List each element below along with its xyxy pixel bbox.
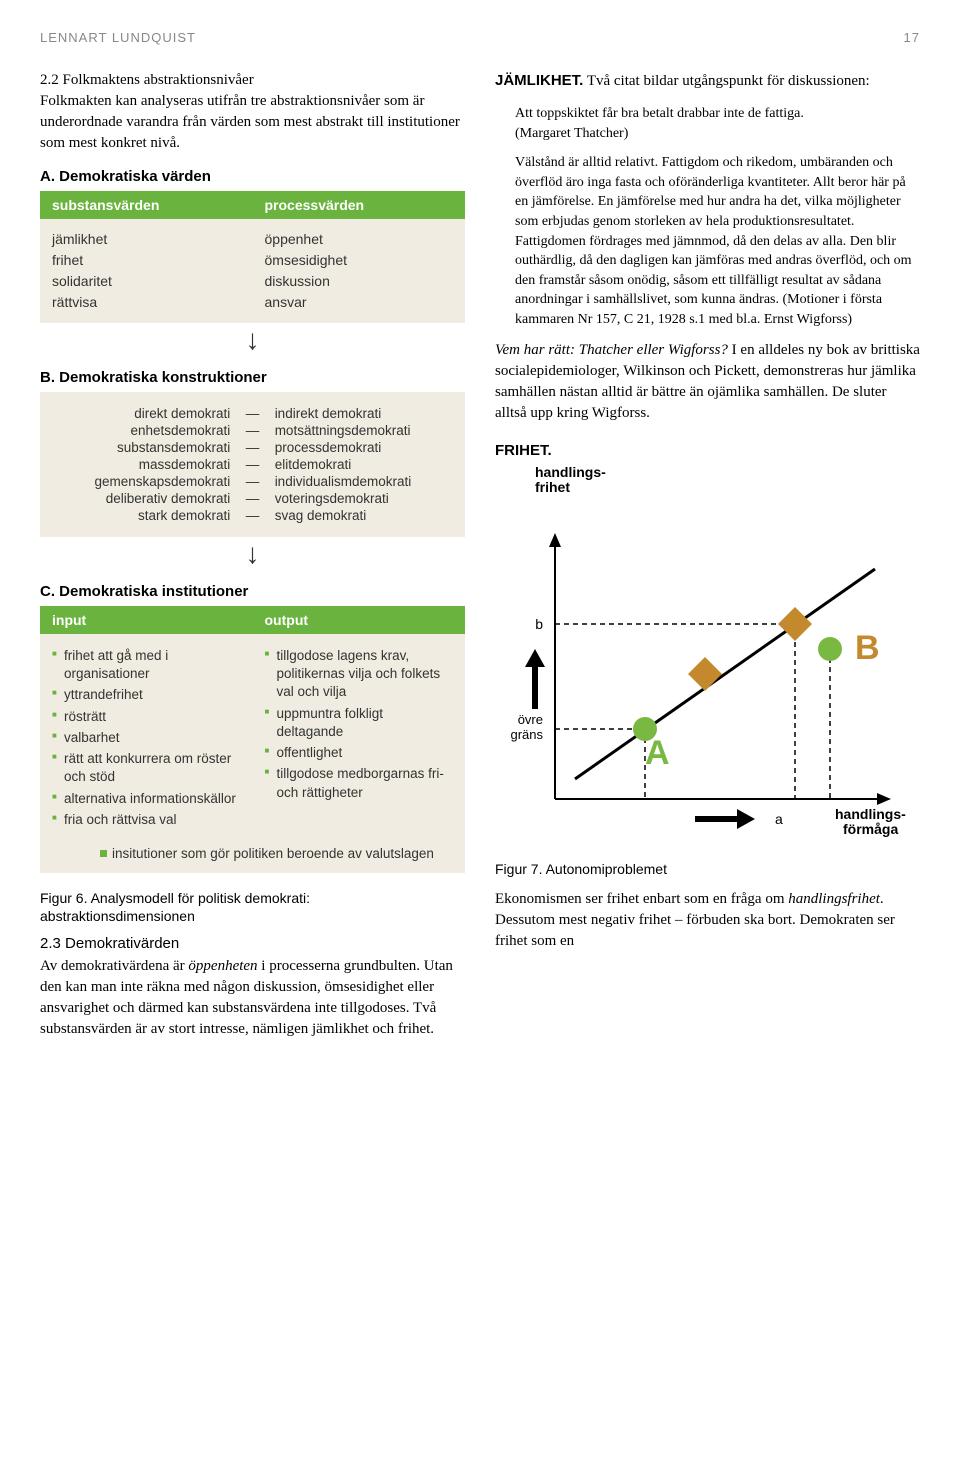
box-b-body: direkt demokrati—indirekt demokrati enhe… (40, 392, 465, 537)
list-item: tillgodose lagens krav, politikernas vil… (265, 647, 454, 702)
author-name: LENNART LUNDQUIST (40, 30, 196, 45)
box-c-title: C. Demokratiska institutioner (40, 583, 465, 600)
pair-row: direkt demokrati—indirekt demokrati (50, 406, 455, 421)
list-item: yttrandefrihet (52, 686, 241, 704)
box-a-col2: öppenhet ömsesidighet diskussion ansvar (253, 219, 466, 323)
section-2-3-text: Av demokrativärdena är öppenheten i proc… (40, 956, 465, 1040)
center-note-text: insitutioner som gör politiken beroende … (112, 846, 434, 861)
box-a-header-right: processvärden (253, 191, 466, 219)
box-a-item: ömsesidighet (265, 250, 454, 271)
svg-text:a: a (775, 811, 783, 827)
list-item: rätt att konkurrera om röster och stöd (52, 750, 241, 786)
chart-y-title: handlings-frihet (535, 465, 920, 496)
page-number: 17 (904, 30, 920, 45)
box-a-item: öppenhet (265, 229, 454, 250)
box-a-item: solidaritet (52, 271, 241, 292)
box-a-item: diskussion (265, 271, 454, 292)
box-c-header-left: input (40, 606, 253, 634)
list-item: alternativa informationskällor (52, 790, 241, 808)
box-c-body: frihet att gå med i organisationer yttra… (40, 634, 465, 842)
box-c-header-right: output (253, 606, 466, 634)
section-2-2-intro: 2.2 Folkmaktens abstraktionsnivåer Folkm… (40, 70, 465, 154)
box-c-output-col: tillgodose lagens krav, politikernas vil… (253, 634, 466, 842)
arrow-down-icon: ↓ (40, 541, 465, 569)
box-a-body: jämlikhet frihet solidaritet rättvisa öp… (40, 219, 465, 323)
chart-letter-b: B (855, 629, 880, 667)
list-item: uppmuntra folkligt deltagande (265, 705, 454, 741)
svg-text:förmåga: förmåga (843, 821, 898, 837)
figure-6-caption: Figur 6. Analysmodell för politisk demok… (40, 889, 465, 925)
vem-har-ratt: Vem har rätt: Thatcher eller Wigforss? I… (495, 340, 920, 424)
closing-paragraph: Ekonomismen ser frihet enbart som en frå… (495, 889, 920, 952)
box-a-item: jämlikhet (52, 229, 241, 250)
two-column-layout: 2.2 Folkmaktens abstraktionsnivåer Folkm… (40, 70, 920, 1052)
box-c-header-row: input output (40, 606, 465, 634)
vem-lead: Vem har rätt: Thatcher eller Wigforss? (495, 342, 728, 358)
pair-row: gemenskapsdemokrati—individualismdemokra… (50, 474, 455, 489)
list-item: frihet att gå med i organisationer (52, 647, 241, 683)
section-2-2-heading: 2.2 Folkmaktens abstraktionsnivåer (40, 72, 254, 88)
autonomy-chart: handlings-frihet (495, 465, 920, 845)
frihet-heading: FRIHET. (495, 442, 920, 459)
svg-text:gräns: gräns (510, 727, 543, 742)
box-c-input-col: frihet att gå med i organisationer yttra… (40, 634, 253, 842)
left-column: 2.2 Folkmaktens abstraktionsnivåer Folkm… (40, 70, 465, 1052)
list-item: tillgodose medborgarnas fri- och rättigh… (265, 765, 454, 801)
list-item: valbarhet (52, 729, 241, 747)
pair-row: substansdemokrati—processdemokrati (50, 440, 455, 455)
figure-7-caption: Figur 7. Autonomiproblemet (495, 860, 920, 878)
jamlikhet-intro: JÄMLIKHET. Två citat bildar utgångspunkt… (495, 70, 920, 92)
box-c-center-note: insitutioner som gör politiken beroende … (40, 842, 465, 873)
list-item: rösträtt (52, 708, 241, 726)
section-2-3-heading: 2.3 Demokrativärden (40, 935, 465, 952)
chart-letter-a: A (645, 734, 670, 772)
box-a-item: frihet (52, 250, 241, 271)
box-a-title: A. Demokratiska värden (40, 168, 465, 185)
box-a-header-row: substansvärden processvärden (40, 191, 465, 219)
quote-wigforss: Välstånd är alltid relativt. Fattigdom o… (515, 153, 920, 329)
box-b-title: B. Demokratiska konstruktioner (40, 369, 465, 386)
svg-text:övre: övre (518, 712, 543, 727)
svg-text:b: b (535, 616, 543, 632)
quote-thatcher: Att toppskiktet får bra betalt drabbar i… (515, 104, 920, 143)
page-header: LENNART LUNDQUIST 17 (40, 30, 920, 45)
section-2-2-text: Folkmakten kan analyseras utifrån tre ab… (40, 93, 460, 151)
pair-row: stark demokrati—svag demokrati (50, 508, 455, 523)
jamlikhet-rest: Två citat bildar utgångspunkt för diskus… (583, 73, 869, 89)
list-item: offentlighet (265, 744, 454, 762)
arrow-down-icon: ↓ (40, 327, 465, 355)
box-a-item: rättvisa (52, 292, 241, 313)
pair-row: massdemokrati—elitdemokrati (50, 457, 455, 472)
box-a-col1: jämlikhet frihet solidaritet rättvisa (40, 219, 253, 323)
right-column: JÄMLIKHET. Två citat bildar utgångspunkt… (495, 70, 920, 1052)
pair-row: enhetsdemokrati—motsättningsdemokrati (50, 423, 455, 438)
svg-text:handlings-: handlings- (835, 806, 906, 822)
chart-svg: b övre gräns A B a handlings- förmåga (495, 499, 915, 839)
pair-row: deliberativ demokrati—voteringsdemokrati (50, 491, 455, 506)
list-item: fria och rättvisa val (52, 811, 241, 829)
box-a-header-left: substansvärden (40, 191, 253, 219)
box-a-item: ansvar (265, 292, 454, 313)
jamlikhet-label: JÄMLIKHET. (495, 72, 583, 89)
